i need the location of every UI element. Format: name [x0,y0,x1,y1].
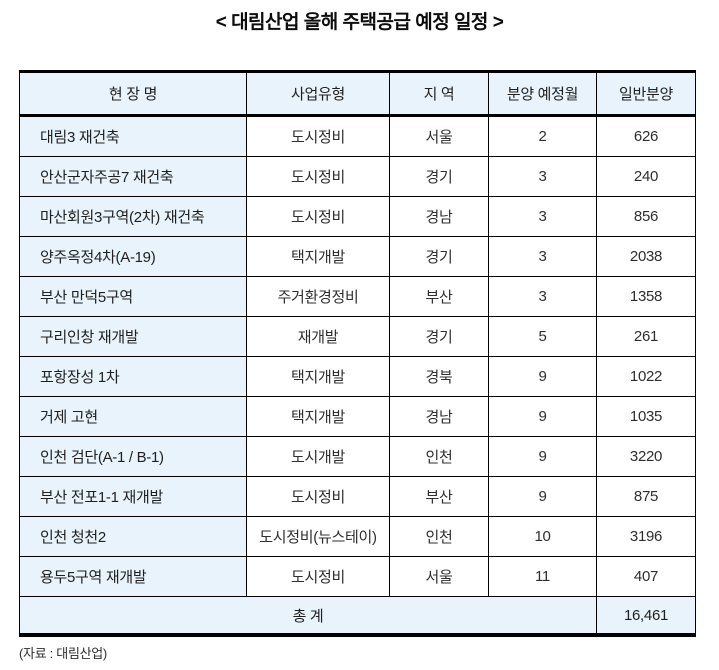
source-attribution: (자료 : 대림산업) [19,646,107,661]
units-cell: 856 [596,196,696,237]
region-cell: 부산 [389,276,489,317]
units-cell: 261 [596,316,696,357]
type-cell: 도시정비(뉴스테이) [246,516,390,557]
housing-supply-schedule-table: 현 장 명 사업유형 지 역 분양 예정월 일반분양 대림3 재건축 도시정비 … [19,70,696,637]
table-row: 양주옥정4차(A-19) 택지개발 경기 3 2038 [19,236,696,277]
table-row: 마산회원3구역(2차) 재건축 도시정비 경남 3 856 [19,196,696,237]
table-row: 부산 전포1-1 재개발 도시정비 부산 9 875 [19,476,696,517]
region-cell: 서울 [389,556,489,597]
month-cell: 10 [488,516,597,557]
column-header-units: 일반분양 [596,70,696,117]
units-cell: 1022 [596,356,696,397]
site-cell: 인천 검단(A-1 / B-1) [19,436,247,477]
type-cell: 도시정비 [246,556,390,597]
site-cell: 대림3 재건축 [19,115,247,157]
month-cell: 9 [488,476,597,517]
table-row: 대림3 재건축 도시정비 서울 2 626 [19,115,696,157]
month-cell: 3 [488,236,597,277]
table-row: 부산 만덕5구역 주거환경정비 부산 3 1358 [19,276,696,317]
region-cell: 서울 [389,115,489,157]
month-cell: 9 [488,396,597,437]
units-cell: 1358 [596,276,696,317]
table-row: 용두5구역 재개발 도시정비 서울 11 407 [19,556,696,597]
type-cell: 도시정비 [246,196,390,237]
table-row: 인천 청천2 도시정비(뉴스테이) 인천 10 3196 [19,516,696,557]
region-cell: 인천 [389,436,489,477]
units-cell: 407 [596,556,696,597]
total-value-cell: 16,461 [596,596,696,637]
site-cell: 거제 고현 [19,396,247,437]
site-cell: 인천 청천2 [19,516,247,557]
type-cell: 주거환경정비 [246,276,390,317]
units-cell: 626 [596,115,696,157]
column-header-type: 사업유형 [246,70,390,117]
column-header-region: 지 역 [389,70,489,117]
table-row: 거제 고현 택지개발 경남 9 1035 [19,396,696,437]
total-row: 총 계 16,461 [19,596,696,637]
region-cell: 경남 [389,196,489,237]
month-cell: 9 [488,356,597,397]
units-cell: 2038 [596,236,696,277]
month-cell: 9 [488,436,597,477]
type-cell: 도시개발 [246,436,390,477]
units-cell: 240 [596,156,696,197]
type-cell: 재개발 [246,316,390,357]
site-cell: 양주옥정4차(A-19) [19,236,247,277]
month-cell: 5 [488,316,597,357]
region-cell: 경기 [389,156,489,197]
table-row: 포항장성 1차 택지개발 경북 9 1022 [19,356,696,397]
table-row: 구리인창 재개발 재개발 경기 5 261 [19,316,696,357]
region-cell: 경기 [389,236,489,277]
month-cell: 3 [488,276,597,317]
type-cell: 택지개발 [246,236,390,277]
table-row: 안산군자주공7 재건축 도시정비 경기 3 240 [19,156,696,197]
site-cell: 마산회원3구역(2차) 재건축 [19,196,247,237]
site-cell: 포항장성 1차 [19,356,247,397]
site-cell: 부산 전포1-1 재개발 [19,476,247,517]
column-header-month: 분양 예정월 [488,70,597,117]
site-cell: 구리인창 재개발 [19,316,247,357]
total-label-cell: 총 계 [19,596,597,637]
units-cell: 875 [596,476,696,517]
table-row: 인천 검단(A-1 / B-1) 도시개발 인천 9 3220 [19,436,696,477]
type-cell: 택지개발 [246,396,390,437]
column-header-site: 현 장 명 [19,70,247,117]
region-cell: 경북 [389,356,489,397]
site-cell: 용두5구역 재개발 [19,556,247,597]
region-cell: 경남 [389,396,489,437]
type-cell: 도시정비 [246,476,390,517]
type-cell: 도시정비 [246,156,390,197]
site-cell: 부산 만덕5구역 [19,276,247,317]
region-cell: 경기 [389,316,489,357]
month-cell: 3 [488,156,597,197]
page-title: < 대림산업 올해 주택공급 예정 일정 > [215,12,504,33]
type-cell: 택지개발 [246,356,390,397]
month-cell: 3 [488,196,597,237]
region-cell: 인천 [389,516,489,557]
header-row: 현 장 명 사업유형 지 역 분양 예정월 일반분양 [19,70,696,117]
type-cell: 도시정비 [246,115,390,157]
units-cell: 1035 [596,396,696,437]
units-cell: 3196 [596,516,696,557]
month-cell: 2 [488,115,597,157]
month-cell: 11 [488,556,597,597]
units-cell: 3220 [596,436,696,477]
site-cell: 안산군자주공7 재건축 [19,156,247,197]
region-cell: 부산 [389,476,489,517]
